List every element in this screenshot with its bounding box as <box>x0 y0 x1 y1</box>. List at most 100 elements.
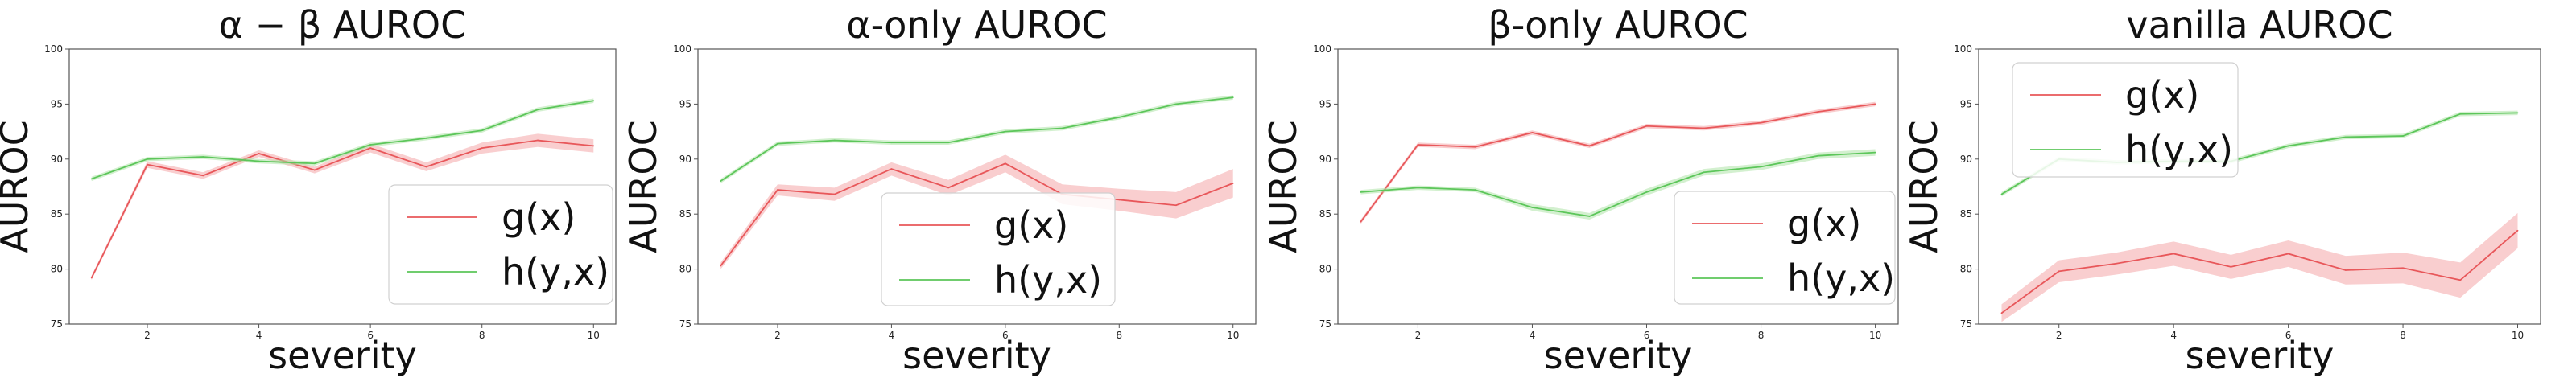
data-point-g <box>2230 265 2232 268</box>
x-tick-label: 8 <box>479 330 485 341</box>
x-tick-label: 8 <box>1116 330 1122 341</box>
data-point-g <box>1531 132 1534 133</box>
series-line-g <box>1360 103 1876 223</box>
y-tick-label: 75 <box>679 318 691 330</box>
y-tick-label: 95 <box>1960 98 1972 109</box>
plot-frame <box>697 48 1257 325</box>
chart-panel-3: β-only AUROC 2 4 6 8 10 75 80 85 90 95 100 severity A… <box>1261 3 1899 377</box>
data-point-g <box>1645 125 1648 127</box>
data-point-h <box>2402 135 2404 137</box>
data-point-g <box>1703 127 1705 129</box>
y-tick-label: 95 <box>1319 98 1331 109</box>
legend-box <box>1674 191 1896 305</box>
data-point-h <box>1474 189 1476 191</box>
data-point-h <box>2000 193 2003 195</box>
data-point-h <box>777 142 778 145</box>
data-point-g <box>2173 253 2175 255</box>
data-point-g <box>147 163 148 166</box>
data-point-h <box>2344 136 2347 138</box>
data-point-h <box>1360 191 1362 193</box>
y-tick-label: 90 <box>679 154 691 165</box>
data-point-g <box>1175 204 1177 207</box>
data-point-h <box>90 178 93 180</box>
y-tick-label: 100 <box>1954 43 1972 55</box>
x-tick-label: 4 <box>256 330 262 341</box>
x-tick-label: 2 <box>2056 330 2062 341</box>
x-tick-label: 2 <box>144 330 151 341</box>
data-point-g <box>1760 121 1762 124</box>
data-point-h <box>1760 166 1762 168</box>
legend-label-h: h(y,x) <box>502 250 609 294</box>
y-tick-label: 80 <box>679 264 691 275</box>
chart-panel-1: α − β AUROC 2 4 6 8 10 75 80 85 90 95 100 severity AU… <box>0 3 617 377</box>
data-point-h <box>537 109 539 111</box>
data-point-h <box>2287 145 2289 147</box>
data-point-h <box>947 142 950 144</box>
series-band-h <box>720 95 1233 183</box>
data-point-h <box>2516 112 2519 114</box>
chart-panel-2: α-only AUROC 2 4 6 8 10 75 80 85 90 95 100 severity A… <box>621 3 1257 377</box>
y-tick-label: 90 <box>1319 154 1331 165</box>
data-point-g <box>1232 182 1234 184</box>
y-axis-label: AUROC <box>1261 120 1305 253</box>
data-point-g <box>833 193 836 195</box>
data-point-h <box>313 162 316 165</box>
data-point-h <box>1531 207 1534 208</box>
data-point-h <box>1004 130 1006 133</box>
y-tick-label: 100 <box>673 43 691 55</box>
legend-label-g: g(x) <box>502 195 576 239</box>
legend-label-h: h(y,x) <box>994 258 1102 302</box>
x-tick-label: 6 <box>1002 330 1009 341</box>
data-point-h <box>890 142 893 144</box>
series-band-h <box>91 98 594 182</box>
x-axis-label: severity <box>2186 334 2334 377</box>
x-tick-label: 4 <box>889 330 895 341</box>
y-tick-label: 85 <box>1319 208 1331 220</box>
x-tick-label: 10 <box>2512 330 2524 341</box>
data-point-g <box>777 189 778 191</box>
data-point-g <box>890 168 893 170</box>
x-tick-label: 6 <box>2285 330 2292 341</box>
x-tick-label: 4 <box>2170 330 2177 341</box>
legend: g(x) h(y,x) <box>2012 62 2239 178</box>
data-point-h <box>481 129 483 132</box>
y-tick-label: 80 <box>51 264 63 275</box>
data-point-h <box>1175 103 1177 105</box>
series-line-h <box>91 100 594 180</box>
data-point-g <box>2058 270 2060 273</box>
y-tick-label: 100 <box>1313 43 1331 55</box>
data-point-h <box>1061 127 1063 129</box>
data-point-h <box>369 144 372 146</box>
y-tick-label: 90 <box>1960 154 1972 165</box>
data-point-g <box>202 175 204 177</box>
chart-title: α-only AUROC <box>846 3 1107 47</box>
legend-box <box>388 184 613 305</box>
chart-panel-4: vanilla AUROC 2 4 6 8 10 75 80 85 90 95 100 severity… <box>1902 3 2541 377</box>
data-point-g <box>1004 162 1006 165</box>
data-point-g <box>1360 220 1362 223</box>
data-point-g <box>537 139 539 142</box>
x-axis-label: severity <box>1544 334 1693 377</box>
legend-label-g: g(x) <box>994 203 1068 247</box>
series-line-h <box>1360 151 1876 217</box>
legend-label-g: g(x) <box>2125 73 2199 117</box>
y-tick-label: 85 <box>51 208 63 220</box>
data-point-g <box>2000 312 2003 314</box>
legend-label-h: h(y,x) <box>2125 128 2233 171</box>
data-point-h <box>425 137 427 139</box>
data-point-h <box>1417 187 1419 189</box>
y-tick-label: 90 <box>51 154 63 165</box>
data-point-h <box>2459 113 2462 115</box>
y-tick-label: 100 <box>44 43 63 55</box>
data-point-h <box>258 160 260 162</box>
y-tick-label: 75 <box>1960 318 1972 330</box>
plot-frame <box>1337 48 1899 325</box>
legend: g(x) h(y,x) <box>881 192 1116 306</box>
chart-title: α − β AUROC <box>219 3 467 47</box>
x-tick-label: 8 <box>2400 330 2406 341</box>
series-line-h <box>720 96 1233 182</box>
legend-label-h: h(y,x) <box>1787 257 1895 300</box>
data-point-g <box>720 265 722 267</box>
data-point-g <box>2459 279 2462 281</box>
